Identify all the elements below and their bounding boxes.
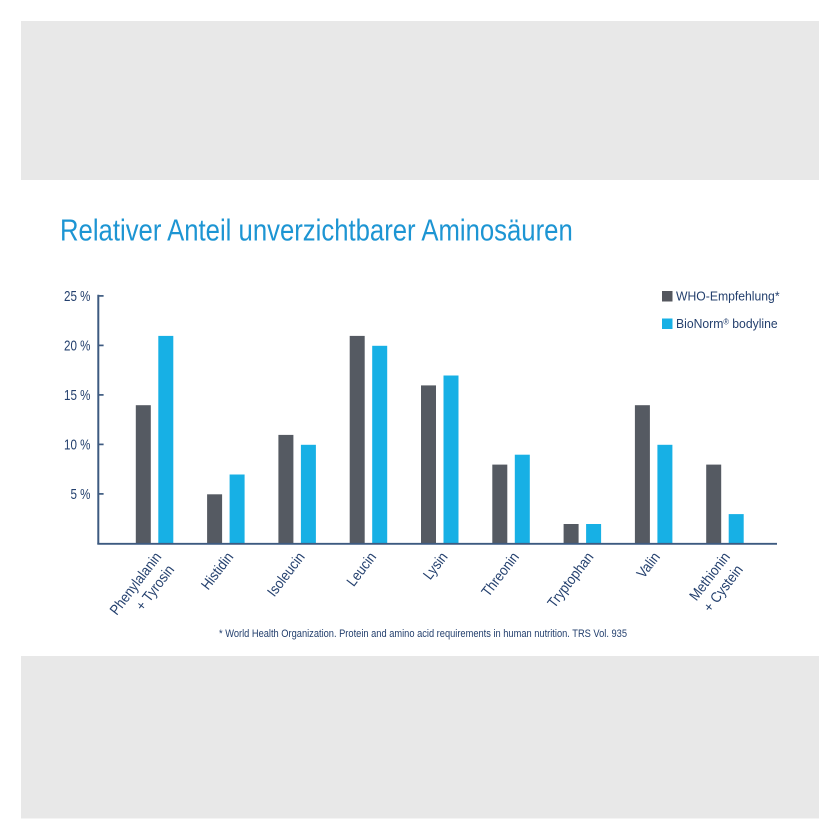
svg-text:15 %: 15 % [64, 387, 91, 404]
svg-text:25 %: 25 % [64, 288, 91, 305]
svg-text:Relativer Anteil unverzichtbar: Relativer Anteil unverzichtbarer Aminosä… [60, 213, 573, 248]
svg-text:5 %: 5 % [70, 486, 90, 503]
svg-text:WHO-Empfehlung*: WHO-Empfehlung* [676, 289, 780, 303]
svg-text:BioNorm® bodyline: BioNorm® bodyline [676, 317, 778, 331]
svg-text:20 %: 20 % [64, 337, 91, 354]
svg-text:10 %: 10 % [64, 436, 91, 453]
svg-text:* World Health Organization. P: * World Health Organization. Protein and… [219, 628, 627, 640]
